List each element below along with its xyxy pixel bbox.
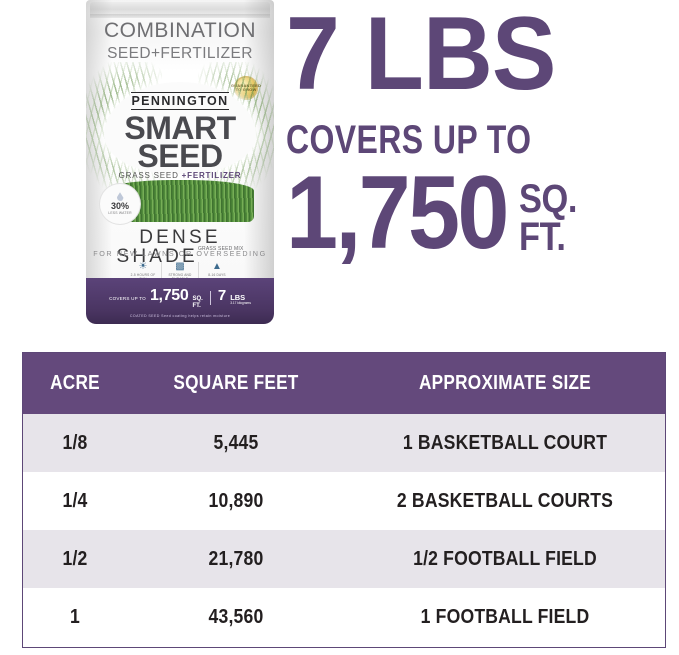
table-row: 1/2 21,780 1/2 FOOTBALL FIELD <box>23 530 665 588</box>
product-name-line-2: SEED <box>137 138 223 174</box>
feature-germination: ▲ 8-16 DAYS <box>202 262 232 278</box>
bag-combination-label: COMBINATION <box>103 19 257 42</box>
less-water-percent: 30% <box>110 201 129 212</box>
less-water-caption: LESS WATER <box>108 211 132 216</box>
cell-square-feet: 5,445 <box>213 431 259 454</box>
column-header-approximate-size: APPROXIMATE SIZE <box>418 372 591 394</box>
product-variety-superscript: GRASS SEED MIX <box>197 246 244 252</box>
shield-icon: ▩ <box>175 261 185 272</box>
product-subtitle-plain: GRASS SEED <box>118 171 179 180</box>
coverage-headline: 7 LBS COVERS UP TO 1,750 SQ. FT. <box>286 0 666 271</box>
product-bag: COMBINATION SEED+FERTILIZER GUARANTEED T… <box>86 0 274 324</box>
product-subtitle-accent: +FERTILIZER <box>181 171 242 180</box>
bag-top-seal <box>90 2 270 18</box>
headline-coverage-value: 1,750 <box>286 154 509 271</box>
table-header-row: ACRE SQUARE FEET APPROXIMATE SIZE <box>23 352 665 414</box>
bag-coverage-unit-line-2: FT. <box>192 302 201 309</box>
sprout-icon: ▲ <box>212 261 222 272</box>
product-variety-text: DENSE SHADE <box>116 227 221 267</box>
product-bag-image: COMBINATION SEED+FERTILIZER GUARANTEED T… <box>86 0 274 330</box>
product-name-line-1: SMART <box>124 110 236 146</box>
sun-icon: ☀ <box>138 261 148 272</box>
headline-unit-line-1: SQ. <box>519 176 578 221</box>
product-variety: DENSE SHADEGRASS SEED MIX <box>86 228 274 266</box>
cell-approximate-size: 2 BASKETBALL COURTS <box>396 489 614 512</box>
headline-unit-line-2: FT. <box>519 215 566 260</box>
bag-coated-seed-note: COATED SEED Seed coating helps retain mo… <box>129 314 231 318</box>
column-header-acre: ACRE <box>50 372 100 394</box>
cell-approximate-size: 1/2 FOOTBALL FIELD <box>413 547 597 570</box>
coverage-table: ACRE SQUARE FEET APPROXIMATE SIZE 1/8 5,… <box>22 352 666 648</box>
bag-logo-backdrop <box>104 82 256 174</box>
less-water-badge: 30% LESS WATER <box>100 184 140 224</box>
feature-divider-2 <box>198 262 199 282</box>
cell-square-feet: 21,780 <box>208 547 264 570</box>
bag-coverage-unit-line-1: SQ. <box>192 296 203 303</box>
bag-weight-metric: 3.17 kilograms <box>230 301 251 306</box>
bag-header-text: COMBINATION SEED+FERTILIZER <box>86 20 274 63</box>
cell-approximate-size: 1 FOOTBALL FIELD <box>420 605 590 628</box>
cell-square-feet: 10,890 <box>208 489 264 512</box>
water-drop-icon <box>116 192 124 202</box>
cell-acre: 1/4 <box>62 489 88 512</box>
table-row: 1/4 10,890 2 BASKETBALL COURTS <box>23 472 665 530</box>
bag-weight-value: 7 <box>217 287 227 305</box>
table-row: 1/8 5,445 1 BASKETBALL COURT <box>23 414 665 472</box>
feature-germination-label: 8-16 DAYS <box>208 273 226 277</box>
headline-covers-up-to: COVERS UP TO <box>286 117 532 162</box>
bag-coverage-unit: SQ. FT. <box>193 296 203 309</box>
headline-coverage-unit: SQ. FT. <box>519 176 578 260</box>
feature-divider-1 <box>161 262 162 282</box>
brand-name: PENNINGTON <box>131 92 229 110</box>
headline-coverage-row: 1,750 SQ. FT. <box>286 154 666 271</box>
cell-acre: 1 <box>70 605 80 628</box>
table-row: 1 43,560 1 FOOTBALL FIELD <box>23 588 665 646</box>
bag-coverage-value: 1,750 <box>149 287 189 305</box>
bag-covers-up-to-label: COVERS UP TO <box>109 296 146 302</box>
column-header-square-feet: SQUARE FEET <box>173 372 299 394</box>
cell-acre: 1/2 <box>62 547 88 570</box>
cell-approximate-size: 1 BASKETBALL COURT <box>402 431 608 454</box>
bag-bottom-band: COVERS UP TO 1,750 SQ. FT. 7 LBS 3.17 ki… <box>86 278 274 324</box>
cell-acre: 1/8 <box>62 431 88 454</box>
headline-weight: 7 LBS <box>286 0 556 112</box>
bag-seed-fertilizer-label: SEED+FERTILIZER <box>107 45 253 62</box>
product-tagline: FOR NEW LAWNS OR OVERSEEDING <box>93 249 267 258</box>
product-subtitle: GRASS SEED +FERTILIZER <box>86 172 274 180</box>
bag-coverage-group: COVERS UP TO 1,750 SQ. FT. 7 LBS 3.17 ki… <box>109 287 251 309</box>
cell-square-feet: 43,560 <box>208 605 264 628</box>
bag-weight-unit-text: LBS <box>230 293 246 303</box>
bag-band-divider <box>209 291 211 305</box>
bag-weight-unit: LBS 3.17 kilograms <box>230 294 251 306</box>
